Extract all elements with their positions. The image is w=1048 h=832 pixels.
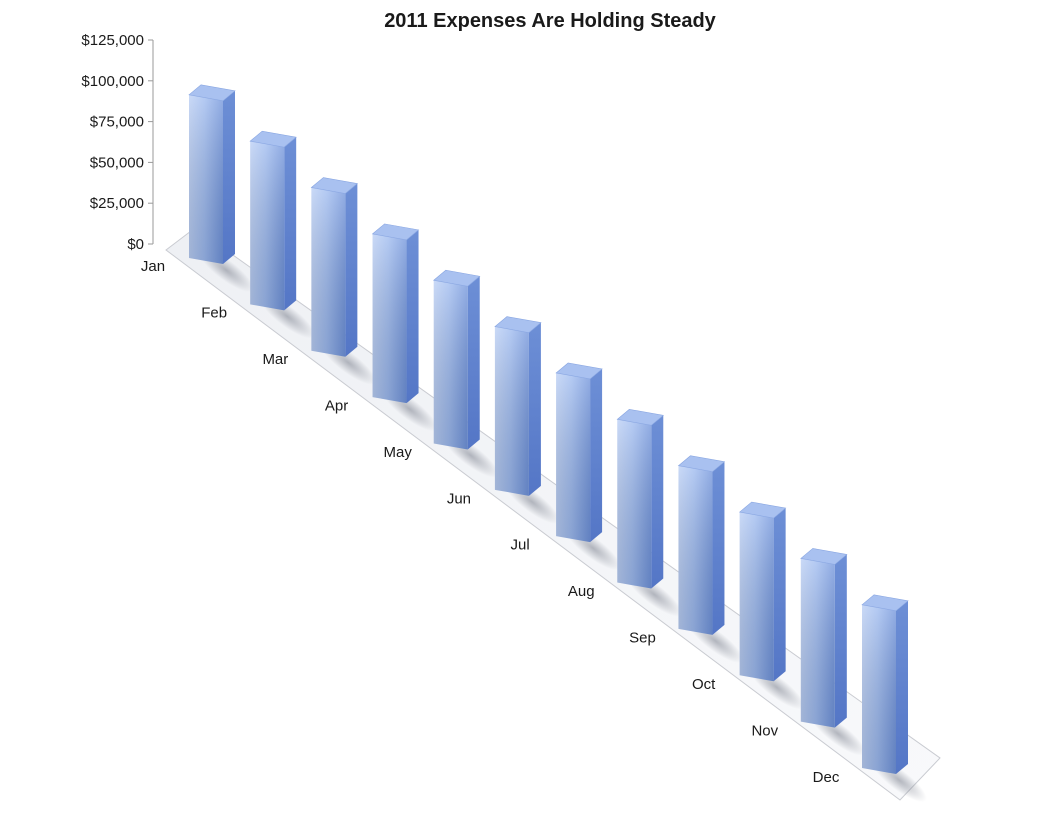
bar-side bbox=[345, 183, 358, 357]
bar-side bbox=[528, 322, 541, 496]
bar-front-shade bbox=[433, 280, 468, 450]
bar-layer bbox=[188, 84, 927, 802]
bar-front-shade bbox=[556, 372, 591, 543]
bar-side bbox=[406, 229, 419, 404]
bar-top bbox=[188, 84, 236, 102]
bar bbox=[371, 223, 438, 432]
bar-top bbox=[310, 177, 359, 194]
bar bbox=[494, 316, 560, 524]
y-tick-label: $125,000 bbox=[81, 32, 144, 49]
bar-top bbox=[800, 548, 848, 565]
chart-title: 2011 Expenses Are Holding Steady bbox=[384, 10, 716, 32]
bar-front-shade bbox=[862, 604, 896, 774]
bar-top bbox=[738, 501, 787, 519]
bar-front-shade bbox=[372, 233, 407, 404]
axis-layer: $0 $25,000 $50,000 $75,000 $100,000 $125,000 bbox=[81, 32, 154, 253]
x-tick-label: Sep bbox=[629, 630, 656, 647]
y-tick-label: $75,000 bbox=[90, 114, 144, 131]
y-tick-label: $25,000 bbox=[90, 195, 144, 212]
x-tick-label: Mar bbox=[262, 351, 288, 368]
x-tick-label: Oct bbox=[692, 676, 716, 693]
label-layer: Jan Feb Mar Apr May Jun Jul Aug Sep Oct Nov Dec bbox=[141, 258, 840, 786]
bar bbox=[677, 455, 744, 663]
bar-top bbox=[433, 269, 481, 287]
bar-front-shade bbox=[189, 94, 223, 264]
x-tick-label: Jun bbox=[447, 490, 471, 507]
bar bbox=[738, 501, 805, 710]
bar-side bbox=[773, 508, 786, 682]
bar-top bbox=[677, 455, 726, 473]
bar-side bbox=[590, 368, 603, 543]
x-tick-label: Feb bbox=[201, 304, 227, 321]
x-tick-label: Jan bbox=[141, 258, 165, 275]
bar-top bbox=[249, 130, 297, 148]
y-tick-label: $0 bbox=[127, 236, 144, 253]
bar bbox=[310, 177, 377, 385]
bar bbox=[188, 84, 254, 292]
bar-front-shade bbox=[617, 419, 652, 589]
bar-front-shade bbox=[250, 141, 285, 311]
bar bbox=[800, 548, 866, 756]
x-tick-label: Aug bbox=[568, 583, 595, 600]
bar-front-shade bbox=[678, 465, 713, 635]
bar-top bbox=[616, 409, 664, 426]
bar bbox=[616, 409, 683, 617]
x-tick-label: Nov bbox=[751, 723, 778, 740]
bar-side bbox=[284, 137, 297, 311]
y-tick-label: $50,000 bbox=[90, 154, 144, 171]
bar-side bbox=[651, 415, 664, 589]
bar bbox=[555, 362, 621, 571]
bar bbox=[433, 269, 499, 478]
x-tick-label: Dec bbox=[813, 769, 840, 786]
y-tick-label: $100,000 bbox=[81, 73, 144, 90]
x-tick-label: Jul bbox=[510, 537, 529, 554]
bar-top bbox=[494, 316, 542, 333]
bar-side bbox=[223, 90, 235, 264]
x-tick-label: Apr bbox=[325, 397, 348, 414]
bar-side bbox=[834, 554, 847, 728]
bar-side bbox=[896, 600, 908, 774]
bar bbox=[861, 594, 927, 802]
bar-top bbox=[861, 594, 909, 612]
bar-front-shade bbox=[739, 512, 774, 682]
bar-front-shade bbox=[494, 326, 529, 496]
bar-side bbox=[712, 461, 725, 635]
bar-top bbox=[555, 362, 603, 380]
bar-front-shade bbox=[311, 187, 346, 357]
bar-side bbox=[467, 276, 480, 450]
bar bbox=[249, 130, 315, 339]
bar-top bbox=[371, 223, 420, 241]
bar-front-shade bbox=[800, 558, 835, 728]
x-tick-label: May bbox=[384, 444, 413, 461]
